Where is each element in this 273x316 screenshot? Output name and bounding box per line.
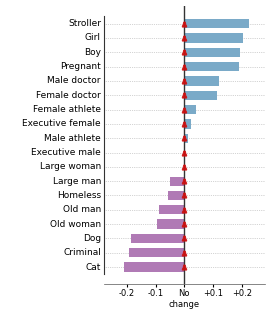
Bar	[170, 177, 184, 186]
Bar	[184, 119, 191, 129]
Bar	[184, 62, 239, 71]
Bar	[184, 91, 217, 100]
Bar	[131, 234, 184, 243]
Bar	[184, 33, 243, 43]
Bar	[184, 134, 188, 143]
Bar	[184, 76, 219, 86]
Bar	[168, 191, 184, 200]
Bar	[124, 263, 184, 272]
Bar	[184, 19, 249, 28]
Bar	[159, 205, 184, 215]
Bar	[157, 220, 184, 229]
Bar	[184, 148, 185, 157]
Bar	[129, 248, 184, 258]
Bar	[184, 48, 240, 57]
Bar	[184, 105, 196, 114]
